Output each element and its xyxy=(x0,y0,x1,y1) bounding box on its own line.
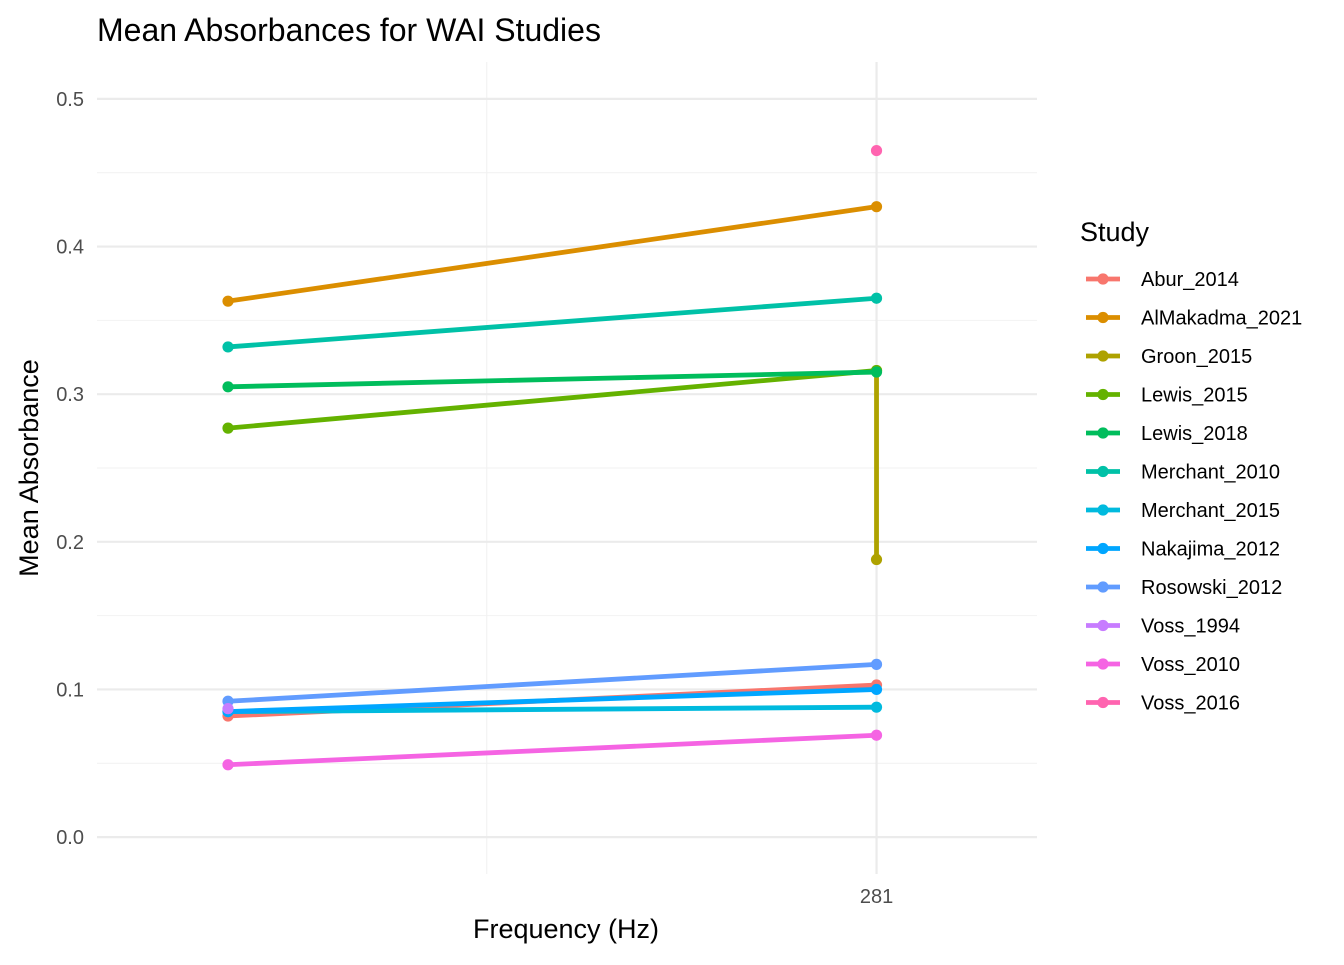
legend-label: Voss_2016 xyxy=(1141,693,1240,715)
data-point xyxy=(870,658,883,670)
series-line xyxy=(227,687,877,714)
legend-items: Abur_2014 AlMakadma_2021 Groon_2015 Lewis_2… xyxy=(1086,269,1302,715)
legend-title: Study xyxy=(1080,217,1150,247)
chart-title: Mean Absorbances for WAI Studies xyxy=(97,12,601,48)
y-tick-label: 0.5 xyxy=(56,89,84,111)
x-axis-title: Frequency (Hz) xyxy=(473,914,659,944)
legend-label: Nakajima_2012 xyxy=(1141,539,1280,561)
data-point xyxy=(222,759,234,771)
legend-key-point xyxy=(1097,311,1109,324)
legend-label: Voss_1994 xyxy=(1141,616,1240,638)
series-line xyxy=(228,704,877,714)
y-tick-label: 0.0 xyxy=(56,827,84,849)
legend-key-point xyxy=(1097,696,1109,709)
series-almakadma-2021 xyxy=(222,201,883,307)
legend-label: Lewis_2018 xyxy=(1141,423,1248,445)
legend-key-point xyxy=(1097,427,1109,439)
series-line xyxy=(227,204,877,304)
legend-item: Voss_2016 xyxy=(1086,693,1240,715)
series-voss-2016 xyxy=(870,144,883,157)
legend-key-point xyxy=(1097,388,1109,401)
legend-label: Groon_2015 xyxy=(1141,346,1252,368)
y-tick-label: 0.4 xyxy=(56,237,84,259)
legend-label: Abur_2014 xyxy=(1141,269,1239,291)
series-voss-2010 xyxy=(222,729,883,771)
legend-item: Rosowski_2012 xyxy=(1086,577,1282,599)
legend-item: Lewis_2018 xyxy=(1086,423,1248,445)
data-point xyxy=(870,144,883,157)
legend-label: Merchant_2010 xyxy=(1141,462,1280,484)
legend-key-point xyxy=(1097,581,1109,593)
series-voss-1994 xyxy=(222,703,234,715)
legend-item: Lewis_2015 xyxy=(1086,385,1248,407)
series-line xyxy=(227,368,877,431)
y-tick-label: 0.3 xyxy=(56,384,84,406)
y-tick-label: 0.2 xyxy=(56,532,84,554)
data-point xyxy=(222,422,234,434)
legend-label: Voss_2010 xyxy=(1141,654,1240,676)
tick-layer: 0.0 0.1 0.2 0.3 0.4 0.5 281 xyxy=(56,89,893,908)
grid-layer xyxy=(97,62,1037,874)
series-merchant-2010 xyxy=(222,292,883,353)
series-layer xyxy=(222,144,883,771)
legend: Study Abur_2014 AlMakadma_2021 Groon_2015 L… xyxy=(1080,217,1302,715)
legend-item: Merchant_2015 xyxy=(1086,500,1280,522)
data-point xyxy=(222,381,234,393)
legend-label: AlMakadma_2021 xyxy=(1141,308,1302,330)
series-line xyxy=(227,732,877,768)
legend-key-point xyxy=(1097,504,1109,516)
legend-item: Merchant_2010 xyxy=(1086,462,1280,484)
legend-item: Abur_2014 xyxy=(1086,269,1239,291)
legend-key-point xyxy=(1097,273,1109,285)
data-point xyxy=(870,292,883,304)
data-point xyxy=(222,341,234,353)
legend-key-point xyxy=(1097,465,1109,478)
series-line xyxy=(227,661,877,704)
legend-item: Groon_2015 xyxy=(1086,346,1252,368)
y-axis-title: Mean Absorbance xyxy=(14,359,44,577)
legend-key-point xyxy=(1097,350,1109,362)
legend-label: Merchant_2015 xyxy=(1141,500,1280,522)
data-point xyxy=(870,553,883,566)
legend-key-point xyxy=(1097,658,1109,670)
data-point xyxy=(222,703,234,715)
data-point xyxy=(222,295,234,307)
series-line xyxy=(227,295,877,350)
data-point xyxy=(870,366,883,378)
legend-item: Voss_1994 xyxy=(1086,616,1240,638)
data-point xyxy=(870,729,883,741)
series-lewis-2018 xyxy=(222,366,883,393)
legend-label: Rosowski_2012 xyxy=(1141,577,1282,599)
legend-label: Lewis_2015 xyxy=(1141,385,1248,407)
y-tick-label: 0.1 xyxy=(56,679,84,701)
data-point xyxy=(870,701,883,713)
legend-item: Voss_2010 xyxy=(1086,654,1240,676)
data-point xyxy=(870,201,883,213)
series-line xyxy=(227,369,877,390)
legend-item: AlMakadma_2021 xyxy=(1086,308,1302,330)
legend-item: Nakajima_2012 xyxy=(1086,539,1280,561)
data-point xyxy=(870,683,883,696)
legend-key-point xyxy=(1097,542,1109,555)
x-tick-label: 281 xyxy=(860,886,893,908)
legend-key-point xyxy=(1097,619,1109,632)
